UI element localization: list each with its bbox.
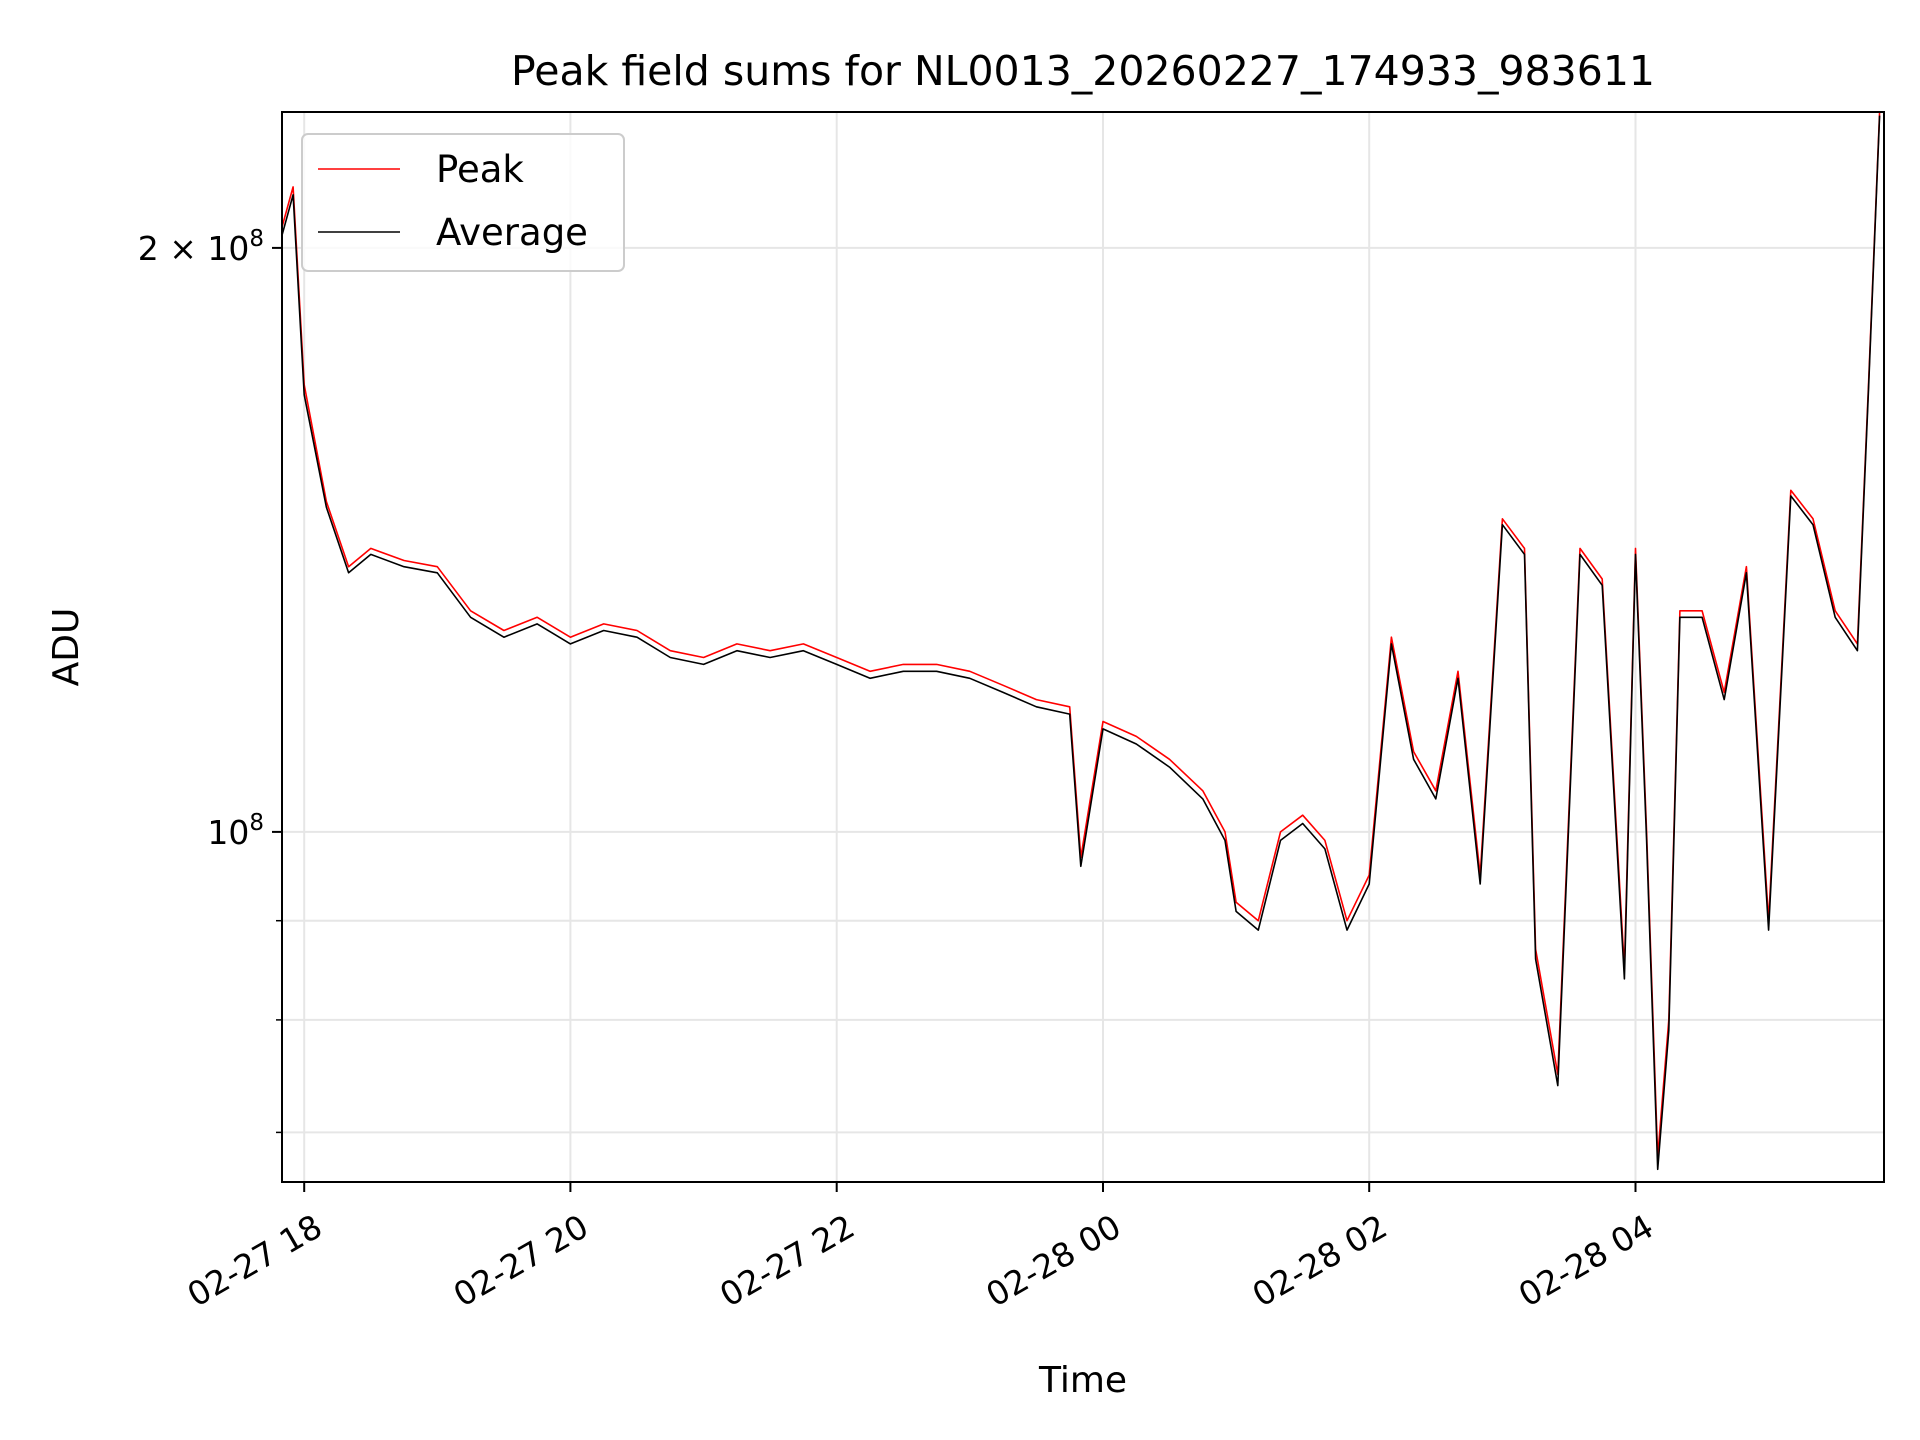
legend-label-average: Average [436, 211, 588, 254]
y-axis-label: ADU [46, 608, 87, 687]
y-tick-label: 2 × 108 [138, 226, 264, 268]
series-layer [282, 112, 1881, 1171]
legend: Peak Average [301, 133, 625, 272]
x-axis-label: Time [1038, 1360, 1127, 1401]
chart-title: Peak field sums for NL0013_20260227_1749… [511, 47, 1655, 95]
plot-frame [281, 111, 1885, 1183]
legend-label-peak: Peak [436, 148, 524, 191]
series-line-average [282, 115, 1881, 1171]
